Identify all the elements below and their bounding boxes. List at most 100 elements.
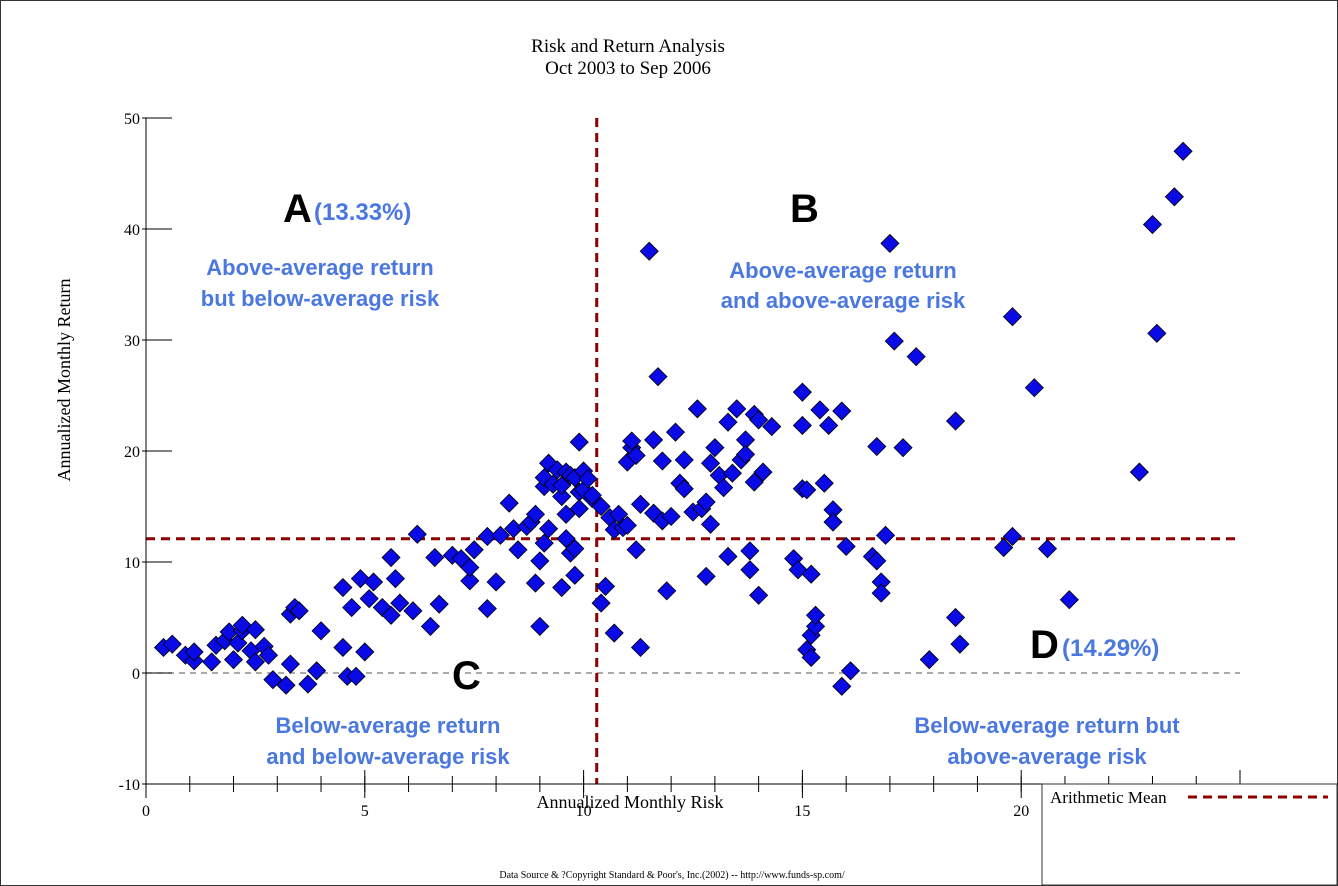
data-point [525, 504, 546, 524]
x-axis-title: Annualized Monthly Risk [537, 792, 724, 812]
data-points [153, 141, 1193, 696]
data-point [832, 401, 852, 421]
data-point [1024, 378, 1044, 398]
data-point [823, 512, 843, 532]
data-point [556, 504, 576, 524]
data-point [539, 519, 559, 539]
data-point [245, 652, 265, 672]
data-point [1147, 323, 1167, 343]
data-point [740, 541, 760, 561]
data-point [460, 557, 480, 578]
data-point [714, 478, 734, 498]
chart-title: Risk and Return Analysis [531, 36, 725, 57]
data-point [420, 616, 441, 636]
data-point [569, 499, 589, 519]
data-point [381, 547, 401, 568]
data-point [665, 422, 686, 442]
quadrant-description: Above-average return [206, 255, 433, 280]
legend: Arithmetic Mean [1041, 783, 1338, 886]
data-point [390, 593, 410, 613]
data-point [591, 593, 611, 613]
data-point [950, 634, 970, 654]
quadrant-percent: (14.29%) [1062, 635, 1159, 662]
y-tick-label: 40 [124, 222, 140, 239]
x-tick-label: 20 [1013, 803, 1029, 820]
data-point [258, 645, 279, 665]
data-point [801, 647, 821, 668]
quadrant-description: and below-average risk [266, 744, 510, 769]
data-point [464, 540, 484, 560]
quadrant-letter: B [790, 187, 819, 231]
data-point [556, 529, 576, 549]
data-point [202, 652, 222, 672]
data-point [552, 486, 572, 507]
data-source-note: Data Source & ?Copyright Standard & Poor… [499, 870, 844, 881]
data-point [350, 569, 370, 589]
data-point [276, 675, 296, 695]
data-point [245, 620, 265, 640]
quadrant-description: Below-average return [276, 713, 501, 738]
data-point [805, 605, 826, 625]
data-point [385, 569, 405, 589]
data-point [1059, 590, 1079, 610]
data-point [749, 410, 769, 430]
data-point [639, 241, 659, 261]
data-point [565, 565, 585, 585]
data-point [727, 399, 747, 419]
data-point [700, 514, 721, 534]
data-point [289, 601, 309, 621]
data-point [867, 551, 887, 571]
data-point [1129, 462, 1149, 482]
data-point [333, 577, 353, 598]
data-point [945, 607, 966, 628]
y-tick-label: -10 [119, 777, 140, 794]
data-point [595, 576, 616, 596]
data-point [749, 585, 769, 605]
reference-lines [146, 118, 1240, 784]
data-point [381, 605, 401, 625]
data-point [1037, 539, 1058, 559]
data-point [342, 597, 362, 618]
data-point [530, 616, 550, 636]
data-point [530, 551, 550, 571]
data-point [805, 616, 826, 636]
y-tick-label: 50 [124, 111, 140, 128]
data-point [871, 583, 891, 603]
data-point [840, 661, 861, 681]
data-point [508, 540, 528, 560]
chart-subtitle: Oct 2003 to Sep 2006 [545, 58, 711, 79]
data-point [617, 515, 637, 535]
data-point [263, 670, 283, 690]
data-point [674, 450, 694, 470]
legend-label: Arithmetic Mean [1050, 788, 1167, 807]
data-point [333, 637, 353, 658]
data-point [875, 525, 896, 545]
data-point [753, 462, 773, 482]
data-point [407, 524, 427, 544]
data-point [722, 463, 742, 483]
data-point [626, 540, 646, 560]
data-point [525, 573, 546, 593]
data-point [792, 382, 812, 402]
data-point [569, 432, 589, 452]
x-tick-label: 10 [576, 803, 592, 820]
data-point [836, 536, 856, 557]
quadrant-letter: C [452, 654, 481, 698]
data-point [460, 571, 480, 591]
data-point [740, 560, 760, 580]
data-point [661, 506, 681, 527]
data-point [162, 634, 182, 654]
data-point [425, 547, 445, 568]
data-point [718, 546, 738, 567]
data-point [880, 233, 900, 253]
data-point [705, 438, 725, 458]
x-tick-label: 5 [361, 803, 369, 820]
data-point [582, 485, 602, 505]
y-axis-title: Annualized Monthly Return [54, 279, 74, 482]
data-point [832, 676, 852, 696]
data-point [762, 417, 782, 437]
data-point [280, 654, 300, 674]
data-point [994, 538, 1014, 558]
data-point [622, 431, 642, 451]
data-point [687, 399, 707, 419]
